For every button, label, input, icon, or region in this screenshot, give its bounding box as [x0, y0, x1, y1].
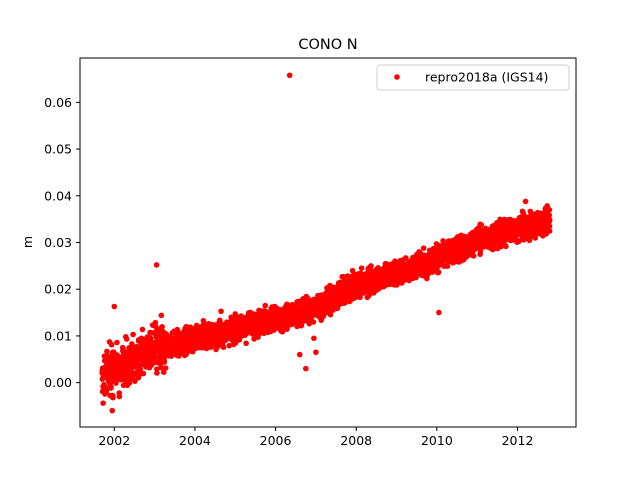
data-point	[546, 217, 553, 224]
data-point	[161, 359, 168, 365]
data-point	[546, 228, 553, 234]
data-point	[218, 308, 224, 315]
data-point	[478, 222, 485, 228]
data-point	[109, 407, 116, 414]
x-tick-label: 2010	[421, 433, 453, 448]
data-points	[99, 72, 553, 414]
legend-box	[376, 64, 570, 91]
data-point	[532, 235, 539, 241]
legend-label: repro2018a (IGS14)	[425, 70, 548, 85]
data-point	[159, 324, 165, 330]
data-point	[420, 245, 427, 251]
data-point	[108, 384, 114, 390]
data-point	[139, 326, 146, 333]
data-point	[470, 253, 477, 259]
x-axis: 2002 2004 2006 2008 2010 2012	[98, 427, 533, 448]
y-tick-label: 0.06	[44, 95, 72, 110]
data-point	[520, 210, 527, 217]
data-point	[546, 223, 553, 230]
data-point	[546, 212, 553, 219]
data-point	[310, 319, 317, 325]
data-point	[154, 370, 160, 376]
data-point	[132, 378, 138, 384]
data-point	[286, 72, 293, 79]
data-point	[477, 248, 484, 255]
data-point	[262, 302, 269, 309]
x-tick-label: 2008	[340, 433, 372, 448]
data-point	[104, 348, 110, 355]
data-point	[158, 364, 165, 371]
data-point	[116, 393, 123, 400]
y-tick-label: 0.00	[44, 375, 72, 390]
data-point	[313, 349, 319, 356]
data-point	[503, 243, 509, 250]
data-point	[215, 343, 221, 350]
x-tick-label: 2002	[98, 433, 130, 448]
y-axis-label: m	[20, 236, 35, 248]
plot-area-frame	[79, 57, 577, 428]
data-point	[100, 400, 106, 406]
data-point	[243, 340, 249, 347]
data-point	[111, 303, 118, 310]
data-point	[108, 341, 115, 348]
data-point	[526, 237, 533, 244]
y-tick-label: 0.02	[44, 282, 72, 297]
data-point	[153, 262, 160, 268]
x-tick-label: 2012	[502, 433, 534, 448]
data-point	[226, 342, 233, 349]
data-point	[521, 236, 527, 243]
data-point	[220, 344, 227, 350]
x-tick-label: 2006	[260, 433, 292, 448]
legend-marker	[394, 74, 400, 80]
data-point	[151, 352, 158, 359]
data-point	[303, 365, 309, 372]
data-point	[444, 263, 451, 269]
data-point	[436, 309, 442, 316]
data-point	[200, 317, 207, 324]
data-point	[368, 263, 374, 269]
data-point	[129, 341, 135, 347]
data-point	[522, 198, 529, 205]
data-point	[424, 275, 430, 282]
legend: repro2018a (IGS14)	[376, 64, 570, 91]
y-tick-label: 0.04	[44, 188, 72, 203]
y-tick-label: 0.03	[44, 235, 72, 250]
data-point	[296, 351, 303, 358]
chart-title: CONO N	[298, 37, 357, 53]
data-point	[358, 265, 365, 271]
data-point	[162, 365, 169, 371]
data-point	[327, 311, 334, 318]
data-point	[546, 207, 553, 213]
data-point	[140, 370, 147, 377]
y-tick-label: 0.05	[44, 142, 72, 157]
x-tick-label: 2004	[179, 433, 211, 448]
data-point	[402, 255, 409, 261]
data-point	[440, 238, 446, 244]
data-point	[249, 331, 256, 337]
data-point	[158, 312, 165, 319]
data-point	[311, 335, 317, 342]
data-point	[516, 238, 522, 244]
data-point	[123, 336, 130, 342]
data-point	[130, 331, 136, 338]
data-point	[435, 269, 442, 276]
data-point	[349, 267, 356, 274]
y-axis: 0.00 0.01 0.02 0.03 0.04 0.05 0.06	[44, 95, 80, 390]
data-point	[110, 394, 116, 401]
y-tick-label: 0.01	[44, 328, 72, 343]
data-point	[137, 366, 144, 373]
data-point	[114, 339, 120, 346]
